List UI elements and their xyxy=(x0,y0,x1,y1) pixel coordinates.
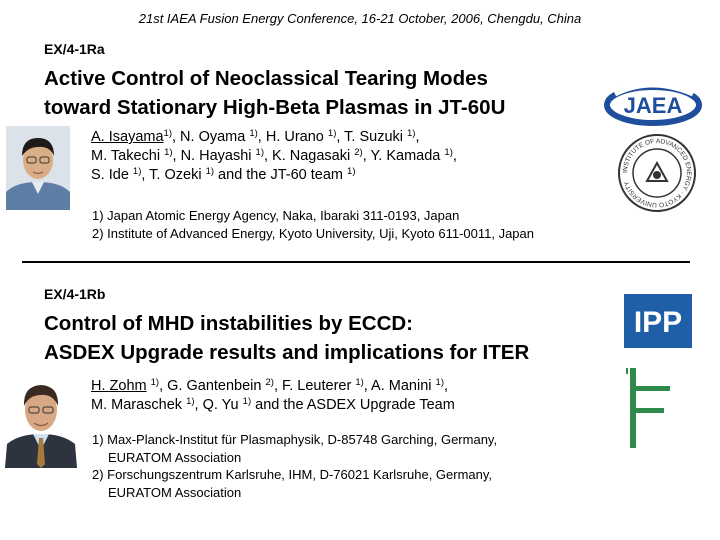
author-line: M. Maraschek 1), Q. Yu 1) and the ASDEX … xyxy=(91,396,455,415)
author-text: , F. Leuterer xyxy=(273,378,356,394)
talk2-affiliation-1: 1) Max-Planck-Institut für Plasmaphysik,… xyxy=(92,432,498,447)
talk2-title-line2: ASDEX Upgrade results and implications f… xyxy=(44,341,530,364)
kyoto-iae-seal-graphic: INSTITUTE OF ADVANCED ENERGY · KYOTO UNI… xyxy=(618,134,696,212)
talk1-code: EX/4-1Ra xyxy=(44,41,105,57)
author-text: S. Ide xyxy=(91,167,133,183)
talk2-title: Control of MHD instabilities by ECCD: AS… xyxy=(44,309,529,367)
author-text: , xyxy=(443,378,449,394)
jaea-logo-graphic: JAEA xyxy=(604,82,702,126)
author-text: A. Isayama xyxy=(91,129,164,145)
ipp-logo: IPP xyxy=(624,294,692,348)
affiliation-marker: 2) xyxy=(265,377,274,388)
author-line: A. Isayama1), N. Oyama 1), H. Urano 1), … xyxy=(91,128,457,147)
author-text: , T. Ozeki xyxy=(141,167,206,183)
affiliation-marker: 2) xyxy=(354,147,363,158)
author-text: and the ASDEX Upgrade Team xyxy=(251,397,455,413)
author-text: and the JT-60 team xyxy=(214,167,348,183)
author-text: , xyxy=(452,148,457,164)
author-text: , N. Oyama xyxy=(171,129,250,145)
author-text: , A. Manini xyxy=(363,378,436,394)
jaea-logo: JAEA xyxy=(601,80,706,130)
affiliation-marker: 1) xyxy=(150,377,160,388)
talk2-affiliation-2: 2) Forschungszentrum Karlsruhe, IHM, D-7… xyxy=(92,467,493,482)
talk1-authors: A. Isayama1), N. Oyama 1), H. Urano 1), … xyxy=(91,128,457,185)
conference-header: 21st IAEA Fusion Energy Conference, 16-2… xyxy=(138,11,582,26)
fzk-logo xyxy=(626,368,672,448)
talk2-authors: H. Zohm 1), G. Gantenbein 2), F. Leutere… xyxy=(91,377,455,415)
affiliation-marker: 1) xyxy=(255,147,264,158)
talk2-title-line1: Control of MHD instabilities by ECCD: xyxy=(44,312,413,335)
affiliation-marker: 1) xyxy=(347,166,356,177)
affiliation-marker: 1) xyxy=(163,128,172,139)
author-text: M. Takechi xyxy=(91,148,165,164)
affiliation-marker: 1) xyxy=(435,377,444,388)
talk2-affiliation-1-cont: EURATOM Association xyxy=(108,449,242,465)
ipp-logo-text: IPP xyxy=(634,306,682,339)
author-text: , xyxy=(415,129,420,145)
talk1-affiliation-1: 1) Japan Atomic Energy Agency, Naka, Iba… xyxy=(92,208,460,223)
talk1-affiliation-2: 2) Institute of Advanced Energy, Kyoto U… xyxy=(92,225,534,241)
author-text: , Q. Yu xyxy=(194,397,243,413)
author-photo-isayama xyxy=(6,126,70,210)
talk1-affiliations: 1) Japan Atomic Energy Agency, Naka, Iba… xyxy=(92,207,534,242)
talk1-title-line1: Active Control of Neoclassical Tearing M… xyxy=(44,67,488,90)
affiliation-marker: 1) xyxy=(205,166,215,177)
kyoto-iae-seal: INSTITUTE OF ADVANCED ENERGY · KYOTO UNI… xyxy=(617,133,697,213)
affiliation-marker: 1) xyxy=(444,147,453,158)
author-text: H. Zohm xyxy=(91,378,147,394)
affiliation-marker: 1) xyxy=(164,147,173,158)
author-line: S. Ide 1), T. Ozeki 1) and the JT-60 tea… xyxy=(91,166,457,185)
affiliation-marker: 1) xyxy=(327,128,337,139)
author-text: , K. Nagasaki xyxy=(263,148,355,164)
jaea-logo-text: JAEA xyxy=(624,93,683,118)
author-text: M. Maraschek xyxy=(91,397,187,413)
author-line: M. Takechi 1), N. Hayashi 1), K. Nagasak… xyxy=(91,147,457,166)
talk1-title: Active Control of Neoclassical Tearing M… xyxy=(44,64,505,122)
talk1-title-line2: toward Stationary High-Beta Plasmas in J… xyxy=(44,96,506,119)
talk2-affiliation-2-cont: EURATOM Association xyxy=(108,484,242,500)
affiliation-marker: 1) xyxy=(132,166,142,177)
affiliation-marker: 1) xyxy=(249,128,258,139)
author-text: , H. Urano xyxy=(257,129,328,145)
affiliation-marker: 1) xyxy=(242,396,252,407)
author-text: , T. Suzuki xyxy=(336,129,408,145)
author-line: H. Zohm 1), G. Gantenbein 2), F. Leutere… xyxy=(91,377,455,396)
affiliation-marker: 1) xyxy=(186,396,195,407)
author-text: , Y. Kamada xyxy=(362,148,445,164)
section-divider xyxy=(22,261,690,263)
affiliation-marker: 1) xyxy=(355,377,364,388)
talk2-code: EX/4-1Rb xyxy=(44,286,106,302)
author-photo-zohm xyxy=(5,374,77,468)
affiliation-marker: 1) xyxy=(407,128,416,139)
author-text: , N. Hayashi xyxy=(172,148,256,164)
author-text: , G. Gantenbein xyxy=(159,378,266,394)
talk2-affiliations: 1) Max-Planck-Institut für Plasmaphysik,… xyxy=(92,431,497,501)
